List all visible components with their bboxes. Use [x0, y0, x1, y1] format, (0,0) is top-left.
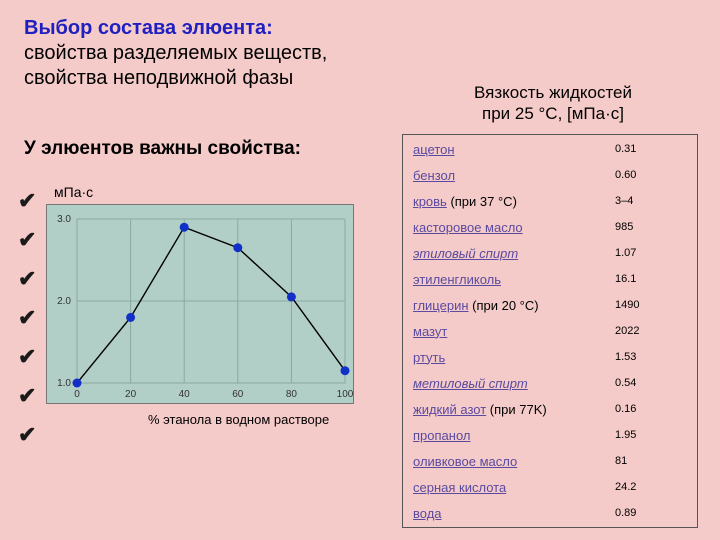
svg-text:60: 60: [232, 389, 244, 400]
substance-link[interactable]: мазут: [413, 324, 447, 339]
svg-text:2.0: 2.0: [57, 296, 71, 307]
substance-link[interactable]: этиленгликоль: [413, 272, 501, 287]
checkmark-icon: ✔: [18, 307, 36, 329]
substance-cell: этиловый спирт: [405, 241, 605, 265]
substance-cell: пропанол: [405, 423, 605, 447]
checkmark-icon: ✔: [18, 229, 36, 251]
substance-cell: оливковое масло: [405, 449, 605, 473]
title-line3: свойства неподвижной фазы: [24, 66, 327, 91]
title-block: Выбор состава элюента: свойства разделяе…: [24, 16, 327, 91]
substance-cell: ацетон: [405, 137, 605, 161]
viscosity-value: 0.16: [607, 397, 695, 421]
viscosity-table: ацетон0.31бензол0.60кровь (при 37 °С)3–4…: [402, 134, 698, 528]
substance-cell: вода: [405, 501, 605, 525]
table-row: этиленгликоль 16.1: [405, 267, 695, 291]
substance-link[interactable]: бензол: [413, 168, 455, 183]
substance-cell: касторовое масло: [405, 215, 605, 239]
viscosity-value: 0.60: [607, 163, 695, 187]
table-title: Вязкость жидкостей при 25 °С, [мПа·с]: [418, 82, 688, 125]
viscosity-value: 24.2: [607, 475, 695, 499]
table-row: кровь (при 37 °С)3–4: [405, 189, 695, 213]
substance-link[interactable]: этиловый спирт: [413, 246, 518, 261]
substance-cell: метиловый спирт: [405, 371, 605, 395]
substance-note: (при 20 °С): [469, 298, 539, 313]
substance-cell: мазут: [405, 319, 605, 343]
substance-link[interactable]: ртуть: [413, 350, 445, 365]
table-row: оливковое масло 81: [405, 449, 695, 473]
viscosity-chart: мПа·с 1.0 2.0 3.0 0 20 40 60 80 100 % этанола в …: [46, 186, 356, 432]
substance-link[interactable]: серная кислота: [413, 480, 506, 495]
table-title-line2: при 25 °С, [мПа·с]: [482, 104, 624, 123]
substance-link[interactable]: касторовое масло: [413, 220, 523, 235]
table-title-line1: Вязкость жидкостей: [474, 83, 632, 102]
checkmark-icon: ✔: [18, 190, 36, 212]
viscosity-value: 0.54: [607, 371, 695, 395]
viscosity-value: 81: [607, 449, 695, 473]
checkmark-icon: ✔: [18, 385, 36, 407]
viscosity-value: 1.07: [607, 241, 695, 265]
svg-text:20: 20: [125, 389, 137, 400]
substance-cell: бензол: [405, 163, 605, 187]
viscosity-value: 16.1: [607, 267, 695, 291]
substance-link[interactable]: вода: [413, 506, 442, 521]
viscosity-value: 0.89: [607, 501, 695, 525]
svg-text:1.0: 1.0: [57, 378, 71, 389]
substance-link[interactable]: глицерин: [413, 298, 469, 313]
substance-link[interactable]: оливковое масло: [413, 454, 517, 469]
svg-text:80: 80: [286, 389, 298, 400]
table-row: ртуть 1.53: [405, 345, 695, 369]
table-row: глицерин (при 20 °С)1490: [405, 293, 695, 317]
viscosity-value: 985: [607, 215, 695, 239]
substance-cell: ртуть: [405, 345, 605, 369]
viscosity-value: 1490: [607, 293, 695, 317]
table-row: бензол 0.60: [405, 163, 695, 187]
table-row: вода 0.89: [405, 501, 695, 525]
table-row: метиловый спирт 0.54: [405, 371, 695, 395]
table-row: ацетон 0.31: [405, 137, 695, 161]
table-row: касторовое масло 985: [405, 215, 695, 239]
substance-link[interactable]: пропанол: [413, 428, 470, 443]
svg-text:0: 0: [74, 389, 80, 400]
subtitle: У элюентов важны свойства:: [24, 138, 301, 160]
substance-note: (при 77K): [486, 402, 547, 417]
table-row: мазут 2022: [405, 319, 695, 343]
viscosity-value: 2022: [607, 319, 695, 343]
svg-text:100: 100: [337, 389, 354, 400]
viscosity-value: 1.95: [607, 423, 695, 447]
viscosity-value: 1.53: [607, 345, 695, 369]
chart-plot-area: 1.0 2.0 3.0 0 20 40 60 80 100: [46, 204, 354, 404]
substance-cell: серная кислота: [405, 475, 605, 499]
substance-cell: жидкий азот (при 77K): [405, 397, 605, 421]
checkmark-icon: ✔: [18, 424, 36, 446]
table-row: жидкий азот (при 77K)0.16: [405, 397, 695, 421]
svg-text:3.0: 3.0: [57, 214, 71, 225]
viscosity-value: 3–4: [607, 189, 695, 213]
substance-note: (при 37 °С): [447, 194, 517, 209]
checkmark-icon: ✔: [18, 268, 36, 290]
substance-link[interactable]: метиловый спирт: [413, 376, 528, 391]
substance-link[interactable]: кровь: [413, 194, 447, 209]
viscosity-value: 0.31: [607, 137, 695, 161]
substance-cell: этиленгликоль: [405, 267, 605, 291]
title-line1: Выбор состава элюента:: [24, 16, 327, 41]
substance-link[interactable]: ацетон: [413, 142, 455, 157]
table-row: серная кислота 24.2: [405, 475, 695, 499]
chart-ylabel: мПа·с: [54, 184, 93, 200]
table-row: этиловый спирт 1.07: [405, 241, 695, 265]
title-line2: свойства разделяемых веществ,: [24, 41, 327, 66]
substance-cell: глицерин (при 20 °С): [405, 293, 605, 317]
chart-xlabel: % этанола в водном растворе: [148, 412, 329, 427]
substance-link[interactable]: жидкий азот: [413, 402, 486, 417]
svg-text:40: 40: [179, 389, 191, 400]
substance-cell: кровь (при 37 °С): [405, 189, 605, 213]
chart-svg: 1.0 2.0 3.0 0 20 40 60 80 100: [47, 205, 355, 405]
checkmark-list: ✔ ✔ ✔ ✔ ✔ ✔ ✔: [18, 190, 36, 446]
checkmark-icon: ✔: [18, 346, 36, 368]
table-row: пропанол 1.95: [405, 423, 695, 447]
